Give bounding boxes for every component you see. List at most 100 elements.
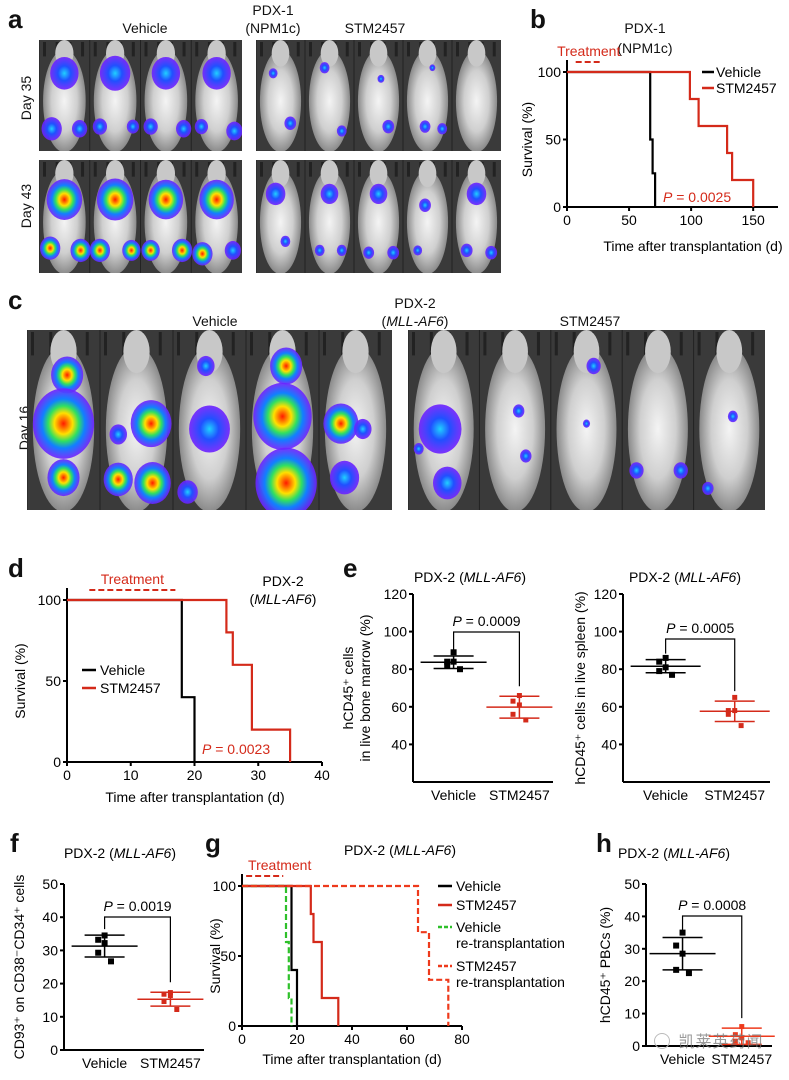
panel-g-title-prefix: PDX-2 ( <box>344 842 394 858</box>
data-point-stm2457 <box>739 1035 745 1041</box>
mouse-image-svg <box>39 160 241 273</box>
panel-label-h: h <box>596 828 612 858</box>
bioluminescence-signal <box>329 460 360 495</box>
bioluminescence-signal <box>151 56 181 90</box>
cage-bar <box>296 42 300 57</box>
panel-d-title-close: ) <box>312 591 317 607</box>
cage-bar <box>483 332 487 356</box>
p-value-symbol: P <box>202 741 212 757</box>
data-point-vehicle <box>656 668 663 675</box>
data-point-stm2457 <box>510 711 516 717</box>
panel-a-row-label-day43: Day 43 <box>18 183 34 229</box>
x-category-label: Vehicle <box>643 787 688 803</box>
panel-g-title: PDX-2 (MLL-AF6) <box>344 842 456 858</box>
y-axis-label-line1: hCD45⁺ cells <box>340 647 356 730</box>
treatment-label: Treatment <box>248 857 311 873</box>
mouse-image-svg <box>27 330 387 510</box>
x-category-label: STM2457 <box>140 1055 201 1071</box>
y-tick-label: 30 <box>42 942 58 958</box>
bioluminescence-signal <box>51 356 84 394</box>
cage-bar <box>536 332 540 356</box>
treatment-label: Treatment <box>101 571 164 587</box>
y-tick-label: 0 <box>228 1018 236 1034</box>
cage-bar <box>81 162 85 177</box>
legend-label-1: STM2457 <box>456 897 517 913</box>
p-value: P = 0.0023 <box>202 741 270 757</box>
cage-bar <box>93 42 97 57</box>
survival-chart-b: 0 50 100 0 50 100 150 Time after transplantatio… <box>519 43 783 254</box>
data-point-stm2457 <box>725 711 731 717</box>
cage-bar <box>345 162 349 177</box>
cage-bar <box>412 332 415 356</box>
bioluminescence-signal <box>319 62 330 74</box>
bioluminescence-signal <box>109 424 128 445</box>
data-point-stm2457 <box>167 993 173 999</box>
p-value: P = 0.0025 <box>663 189 731 205</box>
data-point-stm2457 <box>732 708 738 714</box>
mouse-head <box>502 330 528 374</box>
cage-bar <box>554 332 558 356</box>
bioluminescence-signal <box>369 183 388 205</box>
cage-bar <box>195 162 199 177</box>
mouse-body <box>308 50 351 151</box>
y-tick-label: 10 <box>624 1006 640 1022</box>
chart-title-prefix: PDX-2 ( <box>64 845 114 861</box>
bioluminescence-signal <box>673 462 688 479</box>
panel-d-title-open: ( <box>250 591 255 607</box>
p-value-symbol: P <box>666 620 676 636</box>
mouse-image-svg <box>256 160 498 273</box>
y-tick-label: 50 <box>45 673 61 689</box>
data-point-vehicle <box>450 658 457 665</box>
cage-bar <box>144 162 148 177</box>
bioluminescence-signal <box>46 179 83 220</box>
bioluminescence-signal <box>47 459 80 497</box>
cage-bar <box>465 332 469 356</box>
mouse-head <box>123 330 150 374</box>
bioluminescence-signal <box>320 183 339 205</box>
bioluminescence-signal <box>96 178 134 221</box>
y-tick-label: 20 <box>42 976 58 992</box>
survival-curve-stm2457 <box>242 884 340 1026</box>
scatter-chart-h: 0 10 20 30 40 50 Vehicle STM2457 PDX-2 (MLL-AF6)… <box>597 845 775 1067</box>
p-value-number: = 0.0023 <box>211 741 270 757</box>
bioluminescence-image-vehicle-day43 <box>39 160 242 273</box>
p-value-number: = 0.0008 <box>687 897 746 913</box>
bioluminescence-signal <box>226 121 242 141</box>
panel-label-g: g <box>205 828 221 858</box>
panel-a-title-line1: PDX-1 <box>252 2 294 18</box>
bioluminescence-signal <box>336 244 347 257</box>
cage-bar <box>85 332 89 356</box>
panel-c-title-line1: PDX-2 <box>394 295 436 311</box>
y-tick-label: 40 <box>624 908 640 924</box>
bioluminescence-signal <box>89 238 111 263</box>
mouse-head <box>271 40 290 67</box>
bioluminescence-image-vehicle-day16 <box>27 330 392 510</box>
cage-bar <box>429 332 433 356</box>
data-point-vehicle <box>108 958 114 965</box>
cage-bar <box>260 162 263 177</box>
cage-bar <box>679 332 683 356</box>
bioluminescence-signal <box>382 119 395 134</box>
cage-bar <box>345 42 349 57</box>
scatter-chart-e-spleen: 40 60 80 100 120 Vehicle STM2457 PDX-2 (MLL-AF6… <box>572 569 770 803</box>
data-point-stm2457 <box>167 990 173 996</box>
mouse-image-svg <box>256 40 498 151</box>
cage-bar <box>195 332 199 356</box>
p-value-symbol: P <box>678 897 688 913</box>
survival-curve-stm2457 <box>567 70 755 207</box>
cage-bar <box>182 162 186 177</box>
bioluminescence-signal <box>268 68 278 79</box>
data-point-stm2457 <box>510 698 516 704</box>
chart-title-suffix: ) <box>736 569 741 585</box>
cage-bar <box>195 42 199 57</box>
y-tick-label: 0 <box>553 199 561 215</box>
mouse-body <box>556 346 617 510</box>
x-axis-label: Time after transplantation (d) <box>262 1051 441 1067</box>
bioluminescence-signal <box>460 243 473 258</box>
mouse-head <box>207 160 226 188</box>
bioluminescence-signal <box>71 120 88 138</box>
cage-bar <box>341 332 345 356</box>
survival-curve-vehicle <box>567 70 657 207</box>
bioluminescence-signal <box>199 179 234 220</box>
cage-bar <box>501 332 505 356</box>
